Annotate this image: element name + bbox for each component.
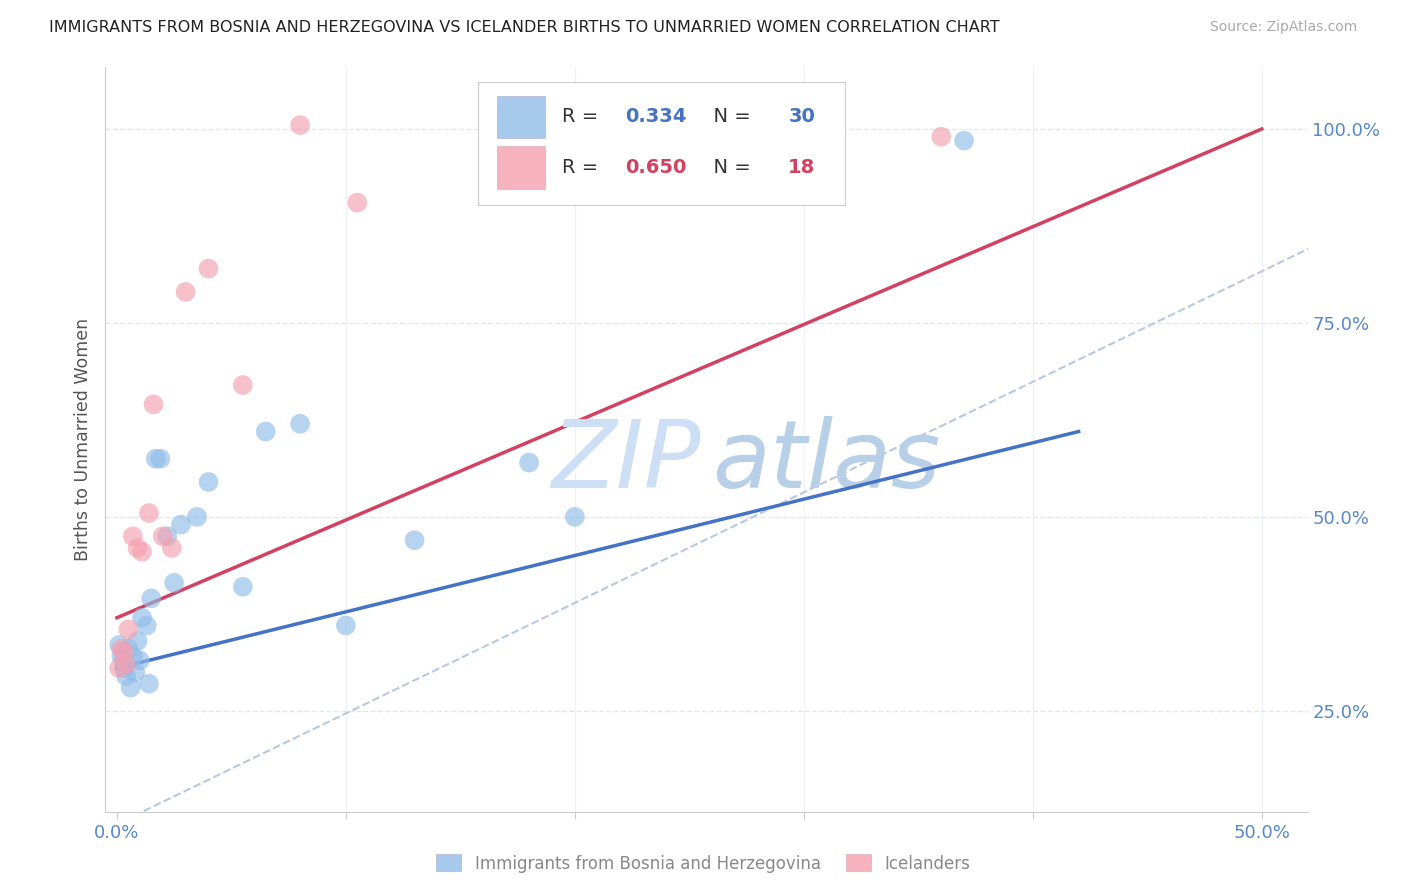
Text: R =: R = xyxy=(562,107,605,127)
Text: Source: ZipAtlas.com: Source: ZipAtlas.com xyxy=(1209,20,1357,34)
Point xyxy=(115,669,138,683)
Point xyxy=(117,623,139,637)
Point xyxy=(170,517,193,532)
FancyBboxPatch shape xyxy=(498,146,546,189)
Point xyxy=(117,641,139,656)
Point xyxy=(110,641,132,656)
Y-axis label: Births to Unmarried Women: Births to Unmarried Women xyxy=(73,318,91,561)
Text: 18: 18 xyxy=(789,158,815,177)
Point xyxy=(112,661,135,675)
Point xyxy=(152,529,174,543)
Point xyxy=(197,261,219,276)
FancyBboxPatch shape xyxy=(478,82,845,204)
Point xyxy=(288,118,311,132)
Point xyxy=(131,545,153,559)
Point xyxy=(232,378,254,392)
Point xyxy=(346,195,368,210)
Point xyxy=(131,611,153,625)
Point xyxy=(122,529,145,543)
Text: atlas: atlas xyxy=(713,417,941,508)
Point xyxy=(138,676,160,690)
Text: R =: R = xyxy=(562,158,605,177)
Point xyxy=(404,533,426,548)
Point xyxy=(953,134,976,148)
Point xyxy=(108,638,131,652)
Point xyxy=(335,618,357,632)
Point xyxy=(138,506,160,520)
Text: 0.334: 0.334 xyxy=(624,107,686,127)
Point xyxy=(112,646,135,660)
Point xyxy=(517,456,540,470)
Point xyxy=(186,509,208,524)
Text: N =: N = xyxy=(700,158,756,177)
Point xyxy=(142,397,165,411)
Legend: Immigrants from Bosnia and Herzegovina, Icelanders: Immigrants from Bosnia and Herzegovina, … xyxy=(430,847,976,880)
Point xyxy=(156,529,179,543)
Point xyxy=(115,657,138,672)
Point xyxy=(141,591,163,606)
Point xyxy=(163,575,186,590)
Point xyxy=(929,129,952,144)
Point xyxy=(135,618,157,632)
Text: 0.650: 0.650 xyxy=(624,158,686,177)
Text: 30: 30 xyxy=(789,107,815,127)
Text: N =: N = xyxy=(700,107,756,127)
Point xyxy=(122,649,145,664)
Point xyxy=(160,541,183,555)
Point xyxy=(254,425,277,439)
Point xyxy=(128,653,150,667)
Point xyxy=(288,417,311,431)
Point xyxy=(149,451,172,466)
Point xyxy=(110,649,132,664)
Text: ZIP: ZIP xyxy=(551,417,700,508)
Point xyxy=(120,681,142,695)
Point xyxy=(127,634,149,648)
Point xyxy=(145,451,167,466)
Point xyxy=(564,509,586,524)
Point xyxy=(108,661,131,675)
FancyBboxPatch shape xyxy=(498,95,546,138)
Point xyxy=(174,285,197,299)
Text: IMMIGRANTS FROM BOSNIA AND HERZEGOVINA VS ICELANDER BIRTHS TO UNMARRIED WOMEN CO: IMMIGRANTS FROM BOSNIA AND HERZEGOVINA V… xyxy=(49,20,1000,35)
Point xyxy=(112,653,135,667)
Point xyxy=(127,541,149,555)
Point xyxy=(232,580,254,594)
Point xyxy=(197,475,219,489)
Point xyxy=(124,665,146,679)
